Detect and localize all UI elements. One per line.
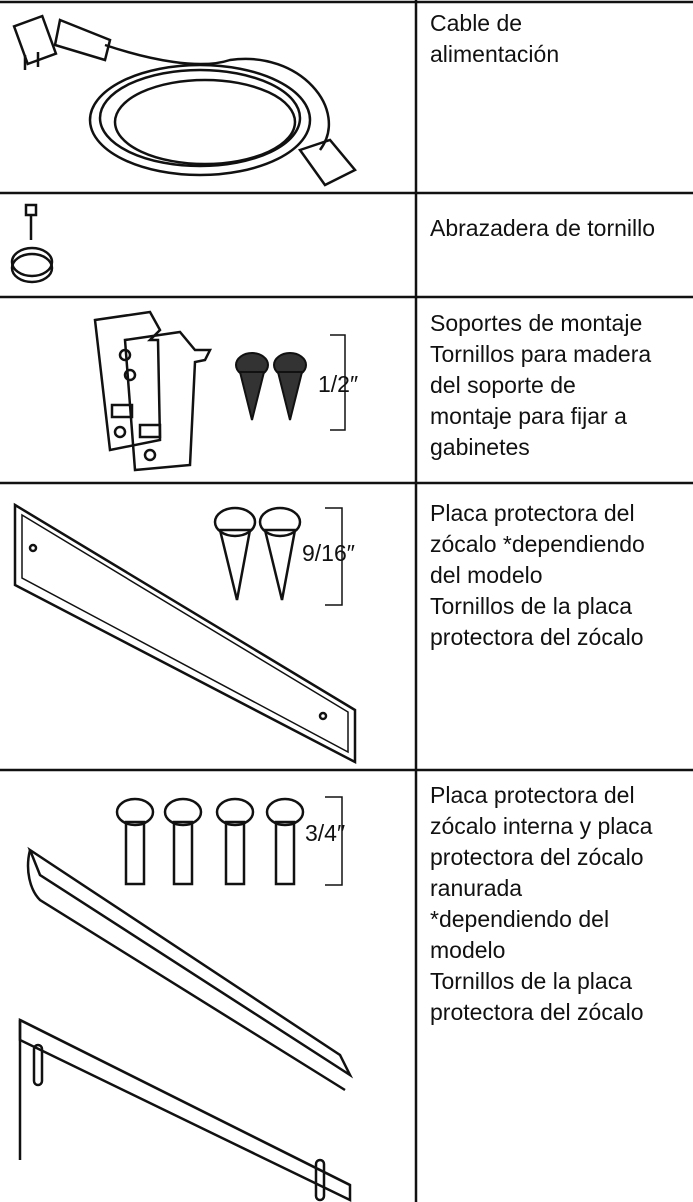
plate-screws — [213, 506, 343, 606]
screw-size: 1/2″ — [318, 371, 358, 397]
wood-screws — [235, 334, 346, 431]
power-cord — [12, 14, 357, 187]
toe-kick-plate — [13, 502, 357, 765]
description-line: alimentación — [430, 41, 559, 67]
description-line: Placa protectora del — [430, 500, 635, 526]
description-line: montaje para fijar a — [430, 403, 627, 429]
description-line: protectora del zócalo — [430, 999, 644, 1025]
description-line: Tornillos de la placa — [430, 968, 632, 994]
description-line: modelo — [430, 937, 505, 963]
description-line: del soporte de — [430, 372, 576, 398]
description-line: gabinetes — [430, 434, 530, 460]
screw-size: 9/16″ — [302, 540, 355, 566]
description-line: protectora del zócalo — [430, 844, 644, 870]
screw-size: 3/4″ — [305, 820, 345, 846]
description-line: Tornillos de la placa — [430, 593, 632, 619]
screw-clamp — [10, 203, 54, 284]
mounting-brackets — [93, 310, 213, 472]
slot-screws — [115, 796, 343, 886]
description-line: zócalo *dependiendo — [430, 531, 645, 557]
description-line: Placa protectora del — [430, 782, 635, 808]
description-line: zócalo interna y placa — [430, 813, 653, 839]
slotted-plates — [18, 846, 354, 1202]
description-line: *dependiendo del — [430, 906, 609, 932]
description-line: ranurada — [430, 875, 522, 901]
description-line: protectora del zócalo — [430, 624, 644, 650]
description-line: Cable de — [430, 10, 522, 36]
description-line: Tornillos para madera — [430, 341, 651, 367]
description-line: del modelo — [430, 562, 543, 588]
descriptions: Cable de alimentación Abrazadera de tornil… — [430, 10, 655, 1025]
description-line: Soportes de montaje — [430, 310, 642, 336]
description-line: Abrazadera de tornillo — [430, 215, 655, 241]
